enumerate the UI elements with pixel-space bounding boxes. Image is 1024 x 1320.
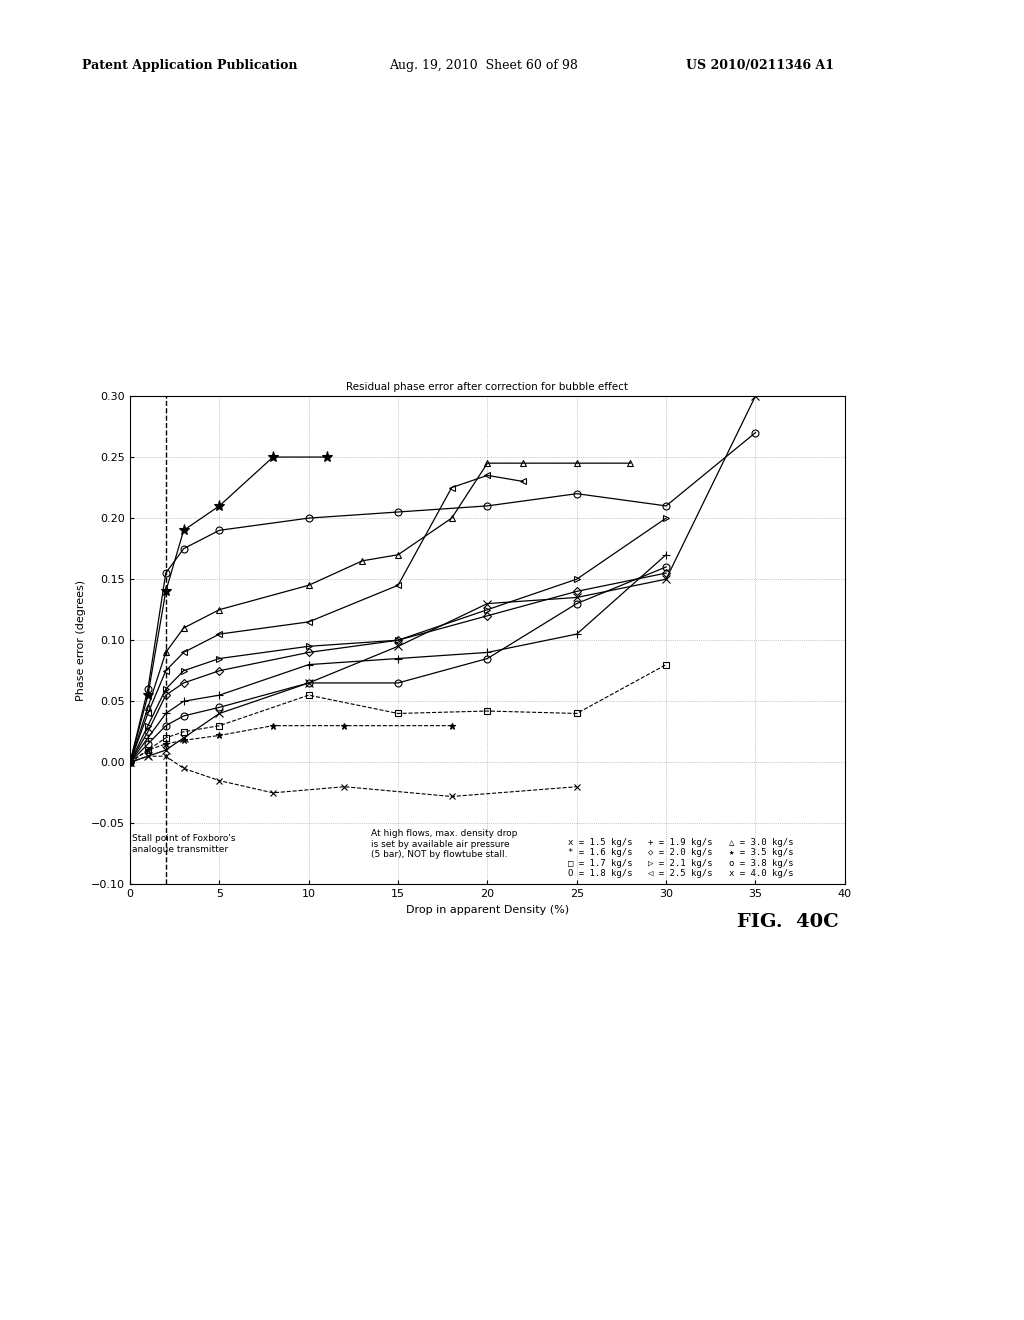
Text: At high flows, max. density drop
is set by available air pressure
(5 bar), NOT b: At high flows, max. density drop is set … bbox=[372, 829, 518, 859]
Title: Residual phase error after correction for bubble effect: Residual phase error after correction fo… bbox=[346, 383, 629, 392]
Text: Stall point of Foxboro's
analogue transmitter: Stall point of Foxboro's analogue transm… bbox=[132, 834, 236, 854]
X-axis label: Drop in apparent Density (%): Drop in apparent Density (%) bbox=[406, 904, 569, 915]
Text: US 2010/0211346 A1: US 2010/0211346 A1 bbox=[686, 59, 835, 73]
Y-axis label: Phase error (degrees): Phase error (degrees) bbox=[76, 579, 86, 701]
Text: △ = 3.0 kg/s
★ = 3.5 kg/s
o = 3.8 kg/s
x = 4.0 kg/s: △ = 3.0 kg/s ★ = 3.5 kg/s o = 3.8 kg/s x… bbox=[729, 838, 794, 878]
Text: Patent Application Publication: Patent Application Publication bbox=[82, 59, 297, 73]
Text: x = 1.5 kg/s
* = 1.6 kg/s
□ = 1.7 kg/s
O = 1.8 kg/s: x = 1.5 kg/s * = 1.6 kg/s □ = 1.7 kg/s O… bbox=[568, 838, 633, 878]
Text: FIG.  40C: FIG. 40C bbox=[737, 912, 839, 931]
Text: + = 1.9 kg/s
◇ = 2.0 kg/s
▷ = 2.1 kg/s
◁ = 2.5 kg/s: + = 1.9 kg/s ◇ = 2.0 kg/s ▷ = 2.1 kg/s ◁… bbox=[648, 838, 713, 878]
Text: Aug. 19, 2010  Sheet 60 of 98: Aug. 19, 2010 Sheet 60 of 98 bbox=[389, 59, 578, 73]
